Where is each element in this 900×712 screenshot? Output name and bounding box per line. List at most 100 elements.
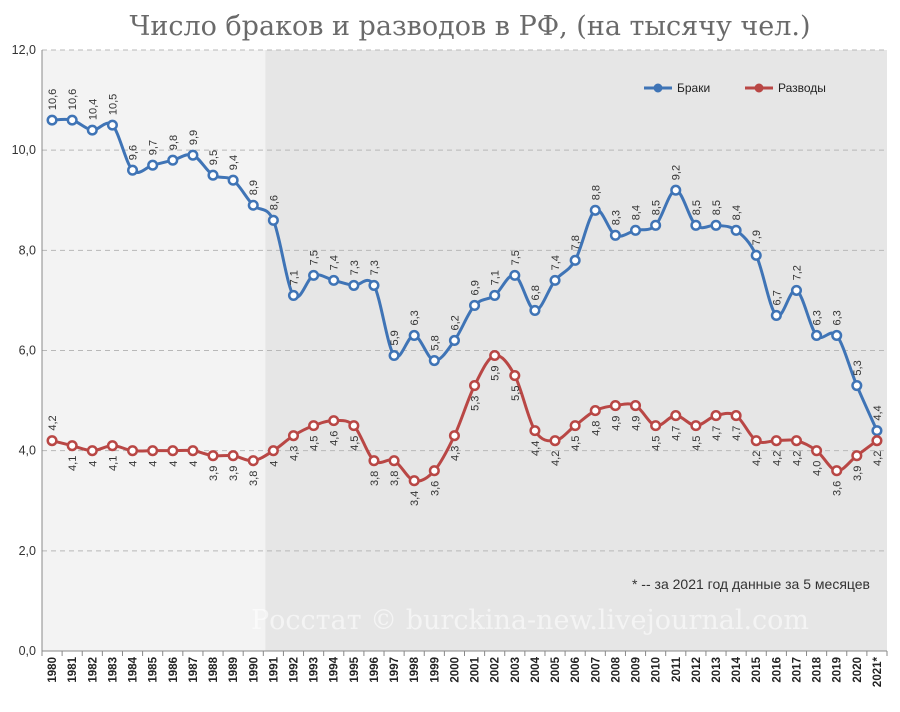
data-label: 3,8 [248,471,260,486]
y-tick-label: 10,0 [12,143,36,157]
data-label: 4,2 [791,451,803,466]
watermark: Росстат © burckina-new.livejournal.com [251,605,809,636]
data-label: 8,8 [590,185,602,200]
data-label: 4,2 [550,451,562,466]
x-tick-label: 1993 [309,657,321,683]
data-point [167,154,179,166]
data-label: 4,8 [590,421,602,436]
data-label: 4,4 [530,441,542,456]
data-point [811,329,823,342]
data-label: 4 [148,461,160,467]
data-point [790,284,803,296]
data-point [267,214,279,226]
x-tick-label: 1981 [67,656,79,682]
data-label: 3,9 [852,466,864,481]
legend-label: Разводы [778,81,826,95]
data-label: 3,6 [832,481,844,496]
x-tick-label: 1987 [188,657,200,683]
data-point [750,249,762,261]
data-label: 5,3 [470,396,482,411]
data-point [831,465,843,477]
data-point [569,420,581,432]
x-tick-label: 1986 [168,657,180,683]
x-tick-label: 2014 [731,656,743,682]
data-point [187,445,199,457]
x-tick-label: 1988 [208,656,220,682]
x-tick-label: 2008 [610,656,622,682]
data-label: 7,4 [329,255,341,270]
data-label: 8,5 [711,200,723,215]
x-tick-label: 1996 [369,657,381,683]
x-tick-label: 1990 [248,657,260,683]
data-point [328,274,340,286]
data-label: 6,3 [832,310,844,325]
data-label: 3,9 [228,466,240,481]
data-label: 10,6 [67,89,79,110]
data-point [609,400,621,412]
data-point [227,450,239,462]
legend-label: Браки [677,81,710,95]
x-tick-label: 1998 [409,656,421,682]
series [46,114,883,487]
data-label: 5,8 [429,335,441,350]
data-point [589,405,601,417]
x-tick-label: 2015 [751,656,763,682]
data-label: 9,4 [228,155,240,170]
x-tick-label: 1994 [329,656,341,682]
x-tick-label: 1983 [107,657,119,683]
data-point [428,465,440,477]
data-point [448,430,460,442]
data-point [469,299,481,311]
data-point [770,309,782,321]
x-tick-label: 1984 [128,656,140,682]
x-tick-label: 2016 [771,657,783,683]
data-point [509,369,521,382]
data-label: 7,2 [791,265,803,280]
data-label: 4,5 [651,436,663,451]
x-tick-label: 2017 [791,657,803,683]
data-label: 4,7 [731,426,743,441]
data-label: 4,6 [329,431,341,446]
data-label: 7,3 [369,260,381,275]
data-point [469,380,481,392]
y-tick-label: 0,0 [19,644,36,658]
data-point [348,420,360,432]
data-label: 5,5 [510,386,522,401]
data-label: 6,8 [530,285,542,300]
x-tick-label: 1999 [429,657,441,683]
data-label: 4 [268,461,280,467]
legend-marker [754,83,764,93]
x-tick-label: 2005 [550,656,562,682]
data-label: 4,2 [47,415,59,430]
data-point [207,450,219,462]
data-label: 5,3 [852,360,864,375]
data-label: 4,1 [67,456,79,471]
data-label: 3,8 [369,471,381,486]
data-point [66,440,78,452]
data-point [167,445,179,457]
data-point [126,164,139,176]
data-label: 7,1 [288,270,300,285]
data-point [790,435,803,447]
x-tick-label: 2007 [590,657,602,683]
data-label: 4,0 [812,461,824,476]
data-label: 6,3 [812,310,824,325]
data-label: 4,3 [449,446,461,461]
data-point [368,279,380,291]
data-point [670,184,682,196]
data-label: 7,9 [751,230,763,245]
data-point [569,254,581,266]
y-tick-label: 12,0 [12,43,36,57]
y-tick-label: 4,0 [19,444,36,458]
data-point [147,445,159,457]
data-point [871,425,883,437]
gridlines [42,49,887,552]
data-label: 4 [168,461,180,467]
data-point [308,269,320,281]
data-point [730,224,742,236]
data-label: 4,5 [349,436,361,451]
data-label: 3,4 [409,491,421,506]
data-label: 8,4 [631,205,643,220]
data-point [690,219,702,231]
